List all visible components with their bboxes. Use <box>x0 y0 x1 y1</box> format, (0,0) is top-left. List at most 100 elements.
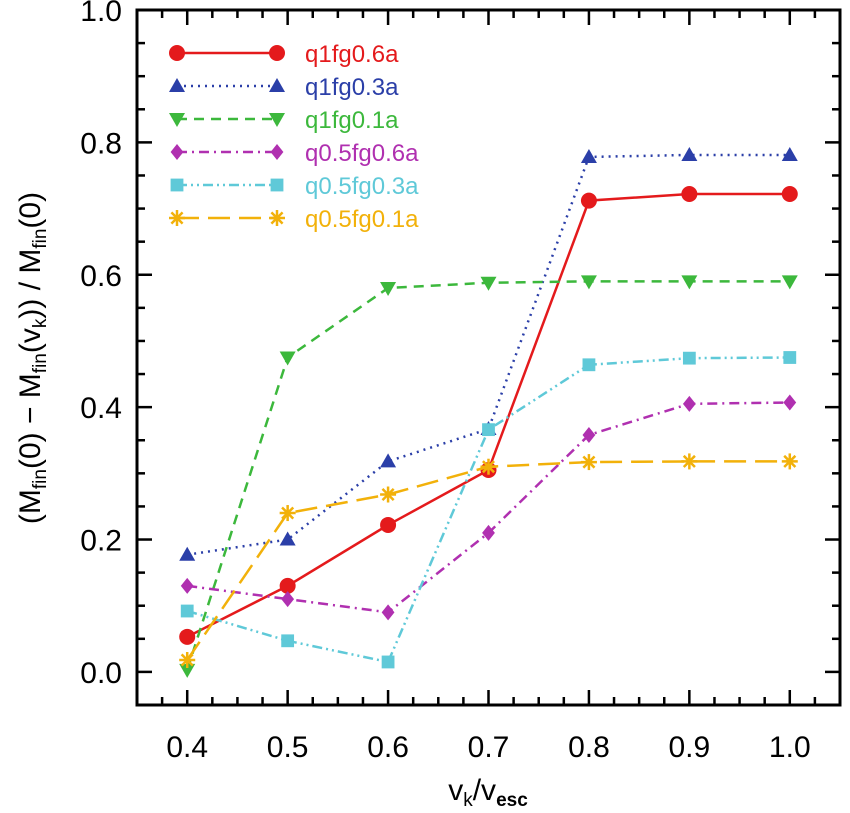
data-point <box>279 351 296 366</box>
x-tick-label: 0.8 <box>568 731 610 764</box>
data-point <box>381 604 395 621</box>
data-point <box>381 655 395 669</box>
data-point <box>580 454 597 471</box>
data-point <box>681 146 698 161</box>
legend-label: q1fg0.1a <box>305 107 399 134</box>
legend-item: q1fg0.1a <box>169 107 399 134</box>
legend-marker <box>269 210 285 226</box>
legend-marker <box>169 78 185 92</box>
data-point <box>482 423 495 437</box>
data-point <box>783 394 797 411</box>
legend-marker <box>269 78 285 92</box>
x-axis-label: vk/vesc <box>448 774 528 811</box>
x-tick-label: 0.5 <box>267 731 309 764</box>
plot-frame <box>135 8 842 707</box>
tick-labels: 0.4 0.5 0.6 0.7 0.8 0.9 1.0 0.0 0.2 0.4 0.6 0.8 1.0 <box>80 0 810 764</box>
axis-ticks <box>135 8 842 707</box>
data-point <box>580 192 597 209</box>
data-point <box>380 516 397 533</box>
legend-item: q0.5fg0.3a <box>170 173 419 200</box>
y-label-text: (v <box>14 328 47 353</box>
data-point <box>582 358 596 372</box>
legend-marker <box>170 144 184 160</box>
data-point <box>380 486 397 503</box>
legend-marker <box>270 178 284 192</box>
legend-marker <box>269 45 285 61</box>
y-tick-label: 0.0 <box>80 657 122 690</box>
data-point <box>781 186 798 203</box>
y-label-subscript: k <box>30 318 51 328</box>
data-point <box>781 146 798 161</box>
series-q0.5fg0.3a <box>180 351 797 669</box>
legend-item: q0.5fg0.6a <box>170 140 419 167</box>
y-tick-label: 0.6 <box>80 260 122 293</box>
x-tick-label: 0.9 <box>668 731 710 764</box>
series-group <box>179 146 798 678</box>
data-point <box>180 604 194 618</box>
series-q1fg0.3a <box>179 146 798 561</box>
data-point <box>179 663 196 678</box>
y-label-subscript: fin <box>30 469 51 489</box>
y-tick-label: 0.4 <box>80 392 122 425</box>
data-point <box>482 524 495 541</box>
data-point <box>180 577 194 594</box>
series-q1fg0.6a <box>179 186 798 645</box>
x-tick-label: 0.6 <box>367 731 409 764</box>
data-point <box>781 453 798 470</box>
y-label-subscript: fin <box>30 229 51 249</box>
data-point <box>281 591 295 608</box>
x-tick-label: 0.4 <box>166 731 208 764</box>
legend-label: q0.5fg0.6a <box>305 140 419 167</box>
data-point <box>681 453 698 470</box>
y-tick-label: 0.8 <box>80 127 122 160</box>
y-label-text: (0) − M <box>14 373 47 469</box>
data-point <box>380 282 397 296</box>
y-label-text: (0) <box>14 192 47 229</box>
data-point <box>480 276 497 291</box>
data-point <box>480 458 497 475</box>
legend-item: q0.5fg0.1a <box>169 206 419 233</box>
data-point <box>279 531 296 546</box>
y-label-text: (M <box>14 489 47 524</box>
series-q0.5fg0.6a <box>180 394 797 621</box>
legend-label: q0.5fg0.1a <box>305 206 419 233</box>
data-point <box>783 351 797 364</box>
x-tick-label: 0.7 <box>468 731 510 764</box>
y-label-text: )) / M <box>14 249 47 319</box>
data-point <box>682 351 696 365</box>
y-axis-label: (Mfin(0) − Mfin(vk)) / Mfin(0) <box>14 192 51 524</box>
y-tick-label: 1.0 <box>80 0 122 28</box>
legend-label: q1fg0.6a <box>305 41 399 68</box>
data-point <box>380 453 397 468</box>
legend-marker <box>269 113 285 127</box>
series-line <box>186 192 790 638</box>
y-tick-label: 0.2 <box>80 525 122 558</box>
data-point <box>179 628 196 645</box>
data-point <box>580 148 597 163</box>
series-q1fg0.1a <box>179 275 798 678</box>
data-point <box>279 577 296 594</box>
y-label-subscript: fin <box>30 353 51 373</box>
legend-label: q1fg0.3a <box>305 74 399 101</box>
series-line <box>186 356 790 664</box>
legend-marker <box>270 144 284 160</box>
data-point <box>681 275 698 290</box>
data-point <box>281 634 295 648</box>
legend-item: q1fg0.6a <box>169 41 399 68</box>
data-point <box>682 395 696 412</box>
legend-item: q1fg0.3a <box>169 74 399 101</box>
data-point <box>781 275 798 290</box>
legend: q1fg0.6a q1fg0.3a q1fg0.1a q0.5fg0.6a q0.5fg… <box>169 41 419 233</box>
legend-marker <box>169 113 185 127</box>
data-point <box>582 426 596 443</box>
series-line <box>186 460 790 661</box>
legend-marker <box>169 210 185 226</box>
data-point <box>179 651 196 668</box>
legend-marker <box>169 45 185 61</box>
legend-marker <box>170 178 184 192</box>
data-point <box>179 546 196 561</box>
x-tick-label: 1.0 <box>769 731 811 764</box>
series-q0.5fg0.1a <box>179 453 798 668</box>
data-point <box>681 186 698 203</box>
